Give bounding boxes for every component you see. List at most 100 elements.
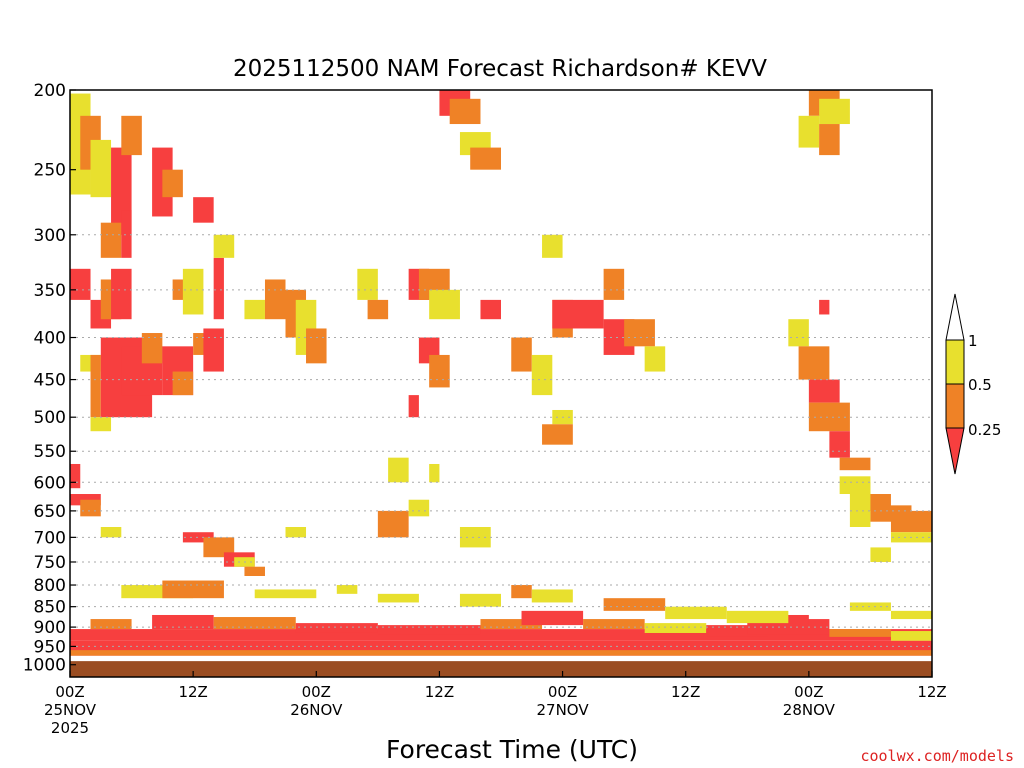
- richardson-cell: [449, 98, 481, 125]
- x-tick-label: 28NOV: [783, 701, 836, 719]
- richardson-cell: [152, 614, 214, 630]
- richardson-cell: [829, 431, 850, 458]
- richardson-cell: [121, 115, 142, 156]
- richardson-cell: [203, 328, 224, 372]
- richardson-cell: [870, 547, 891, 562]
- richardson-cell: [162, 580, 224, 599]
- richardson-cell: [808, 379, 840, 403]
- x-tick-label: 12Z: [178, 683, 207, 701]
- colorbar: 1 0.5 0.25: [945, 293, 1001, 475]
- richardson-cell: [203, 537, 235, 558]
- chart-title: 2025112500 NAM Forecast Richardson# KEVV: [233, 56, 767, 82]
- y-tick-label: 450: [34, 371, 66, 391]
- richardson-cell: [306, 328, 327, 364]
- richardson-cell: [408, 499, 430, 517]
- richardson-cell: [521, 610, 584, 626]
- richardson-cell: [70, 494, 101, 506]
- colorbar-b025-05: [945, 383, 965, 429]
- richardson-cell: [429, 463, 440, 483]
- x-tick-label: 2025: [51, 719, 89, 737]
- richardson-cell: [388, 457, 409, 483]
- richardson-cell: [624, 319, 655, 347]
- richardson-cell: [798, 346, 830, 380]
- richardson-cell: [100, 526, 122, 538]
- richardson-cell: [706, 625, 768, 637]
- richardson-cell: [182, 532, 214, 543]
- richardson-cell: [244, 566, 265, 576]
- ground-surface: [70, 661, 932, 677]
- x-tick-label: 00Z: [548, 683, 577, 701]
- richardson-cell: [70, 650, 932, 656]
- richardson-cell: [80, 499, 101, 517]
- richardson-cell: [644, 346, 666, 372]
- richardson-cell: [90, 417, 112, 432]
- richardson-cell: [377, 510, 409, 538]
- richardson-cell: [213, 234, 235, 258]
- richardson-cell: [829, 629, 891, 637]
- y-tick-label: 1000: [23, 656, 66, 676]
- y-tick-label: 600: [34, 473, 66, 493]
- colorbar-gt1-arrow: [945, 293, 965, 341]
- x-tick-label: 12Z: [671, 683, 700, 701]
- richardson-cell: [849, 482, 871, 527]
- richardson-cell: [172, 371, 194, 396]
- richardson-cell: [819, 98, 850, 125]
- richardson-cell: [839, 457, 871, 471]
- richardson-cell: [665, 606, 727, 620]
- richardson-cell: [141, 333, 163, 364]
- richardson-cell: [470, 147, 501, 170]
- richardson-cell: [408, 395, 419, 418]
- richardson-cell: [849, 602, 891, 611]
- richardson-cell: [111, 268, 132, 320]
- plot-frame: [69, 89, 933, 678]
- richardson-cell: [70, 463, 81, 489]
- credit-text: coolwx.com/models: [860, 747, 1014, 765]
- richardson-cell: [511, 585, 532, 599]
- y-tick-label: 400: [34, 329, 66, 349]
- richardson-cell: [357, 268, 378, 300]
- x-tick-label: 12Z: [425, 683, 454, 701]
- richardson-cell: [244, 299, 265, 320]
- richardson-cell: [542, 234, 563, 258]
- richardson-cell: [603, 598, 666, 611]
- richardson-cell: [121, 210, 132, 258]
- richardson-cell: [182, 268, 204, 315]
- x-tick-label: 00Z: [302, 683, 331, 701]
- colorbar-b05-1: [945, 339, 965, 385]
- richardson-cell: [336, 585, 358, 594]
- x-tick-label: 00Z: [55, 683, 84, 701]
- richardson-cell: [788, 319, 809, 347]
- x-tick-label: 25NOV: [44, 701, 97, 719]
- richardson-cell: [254, 589, 317, 599]
- y-tick-label: 800: [34, 576, 66, 596]
- richardson-cell: [583, 619, 645, 630]
- colorbar-label: 0.25: [968, 421, 1001, 439]
- richardson-cell: [511, 337, 532, 372]
- y-tick-label: 950: [34, 637, 66, 657]
- x-tick-label: 27NOV: [537, 701, 590, 719]
- richardson-cell: [90, 354, 101, 418]
- richardson-cell: [552, 299, 604, 329]
- richardson-cell: [213, 617, 296, 630]
- richardson-cell: [531, 354, 553, 396]
- x-axis-label: Forecast Time (UTC): [386, 735, 638, 764]
- richardson-cell: [644, 623, 707, 633]
- richardson-cell: [377, 593, 419, 603]
- y-tick-label: 300: [34, 226, 66, 246]
- y-tick-label: 250: [34, 161, 66, 181]
- y-tick-label: 550: [34, 442, 66, 462]
- richardson-cell: [890, 510, 932, 533]
- richardson-cell: [213, 257, 224, 320]
- colorbar-lt025-arrow: [945, 427, 965, 475]
- richardson-cell: [70, 268, 91, 300]
- y-tick-label: 500: [34, 408, 66, 428]
- richardson-cell: [100, 222, 122, 258]
- richardson-cell: [377, 625, 481, 635]
- richardson-cell: [798, 115, 820, 148]
- y-tick-label: 200: [34, 81, 66, 101]
- richardson-cell: [819, 299, 830, 315]
- colorbar-label: 0.5: [968, 376, 992, 394]
- richardson-cell: [890, 631, 932, 641]
- y-tick-label: 750: [34, 553, 66, 573]
